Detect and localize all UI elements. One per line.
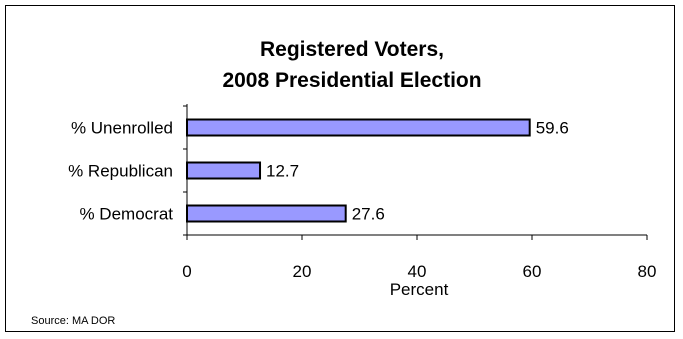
x-tick-label: 0 — [182, 262, 191, 281]
source-note: Source: MA DOR — [31, 315, 115, 327]
data-label: 59.6 — [536, 119, 569, 138]
bar-chart: Registered Voters, 2008 Presidential Ele… — [31, 38, 656, 327]
x-tick-label: 60 — [523, 262, 542, 281]
data-label: 12.7 — [266, 162, 299, 181]
bar — [186, 161, 262, 180]
category-label: % Democrat — [79, 205, 173, 224]
x-tick-label: 80 — [638, 262, 657, 281]
category-label: % Republican — [68, 162, 173, 181]
data-label: 27.6 — [352, 205, 385, 224]
x-tick-label: 20 — [293, 262, 312, 281]
bar — [186, 204, 347, 223]
category-label: % Unenrolled — [71, 119, 173, 138]
bar — [186, 118, 531, 137]
x-axis-title: Percent — [390, 280, 449, 299]
chart-title-line-2: 2008 Presidential Election — [222, 69, 481, 92]
plot-area: % Unenrolled 59.6 % Republican 12.7 % Democr… — [68, 104, 656, 281]
chart-frame: Registered Voters, 2008 Presidential Ele… — [5, 5, 675, 332]
x-tick-label: 40 — [408, 262, 427, 281]
chart-title-line-1: Registered Voters, — [260, 38, 444, 61]
